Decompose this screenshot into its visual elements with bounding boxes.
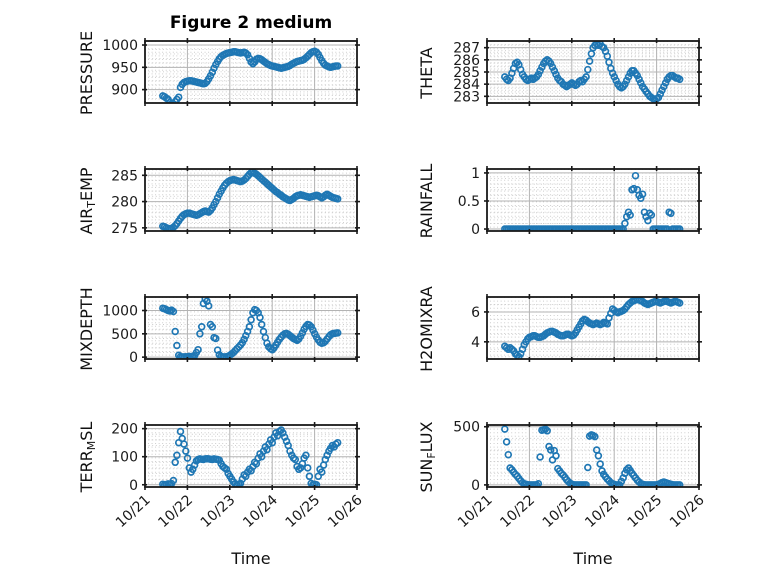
xtick-label: 10/25 <box>283 492 324 531</box>
ytick-label: 286 <box>453 53 480 69</box>
xtick-label: 10/24 <box>240 492 281 531</box>
data-markers-rainfall <box>501 171 684 232</box>
ylabel-text: TERR <box>77 450 96 493</box>
xtick-label: 10/23 <box>198 492 239 531</box>
xtick-label: 10/21 <box>113 492 154 531</box>
xlabel-time-right: Time <box>573 549 613 568</box>
data-markers-h2omixra <box>501 296 684 360</box>
xlabel-time-left: Time <box>231 549 271 568</box>
ytick-label: 200 <box>111 422 138 438</box>
ytick-label: 0.5 <box>458 194 480 210</box>
ytick-label: 0 <box>471 478 480 494</box>
xtick-label: 10/21 <box>455 492 496 531</box>
ytick-label: 1 <box>471 166 480 182</box>
ytick-label: 284 <box>453 77 480 93</box>
ylabel-subscript: F <box>425 452 438 459</box>
ytick-label: 500 <box>453 420 480 436</box>
subplot-pressure: 900 950 1000 <box>102 38 360 106</box>
ytick-label: 1000 <box>102 38 138 54</box>
ylabel-terr-msl: TERRMSL <box>76 357 100 557</box>
ytick-label: 285 <box>111 168 138 184</box>
subplot-sun-flux: 0 500 10/21 10/22 10/23 10/24 10/25 10/26 <box>453 420 707 531</box>
ytick-label: 275 <box>111 221 138 237</box>
ytick-label: 900 <box>111 83 138 99</box>
ylabel-subscript: T <box>85 201 98 208</box>
ytick-label: 285 <box>453 65 480 81</box>
ylabel-text: THETA <box>417 47 436 99</box>
ytick-label: 950 <box>111 60 138 76</box>
ytick-label: 0 <box>471 222 480 238</box>
ytick-label: 287 <box>453 41 480 57</box>
ytick-label: 6 <box>471 305 480 321</box>
xtick-label: 10/24 <box>582 492 623 531</box>
xtick-label: 10/22 <box>497 492 538 531</box>
subplot-air-temp: 275 280 285 <box>111 166 360 237</box>
ytick-label: 4 <box>471 335 480 351</box>
ytick-label: 283 <box>453 89 480 105</box>
xtick-label: 10/26 <box>667 492 708 531</box>
subplot-mixdepth: 0 500 1000 <box>102 294 360 366</box>
ytick-label: 0 <box>129 478 138 494</box>
subplot-rainfall: 00.51 <box>458 166 702 238</box>
ytick-label: 0 <box>129 350 138 366</box>
data-markers-pressure <box>159 47 342 104</box>
ylabel-text: EMP <box>77 167 96 202</box>
ylabel-text: SL <box>77 421 96 441</box>
figure-title: Figure 2 medium <box>169 13 333 33</box>
subplot-terr-msl: 0 100 200 10/21 10/22 10/23 10/24 10/25 10/26 <box>111 422 365 531</box>
data-markers-terr-msl <box>159 426 342 488</box>
ylabel-text: LUX <box>417 421 436 453</box>
xtick-label: 10/26 <box>325 492 366 531</box>
xtick-label: 10/25 <box>625 492 666 531</box>
ytick-label: 100 <box>111 450 138 466</box>
ylabel-sun-flux: SUNFLUX <box>416 357 440 557</box>
data-markers-mixdepth <box>159 296 342 360</box>
ylabel-text: SUN <box>417 458 436 493</box>
ylabel-subscript: M <box>85 440 98 451</box>
ytick-label: 1000 <box>102 304 138 320</box>
xtick-label: 10/22 <box>155 492 196 531</box>
ytick-label: 280 <box>111 195 138 211</box>
data-markers-air-temp <box>159 168 342 232</box>
xtick-label: 10/23 <box>540 492 581 531</box>
data-markers-theta <box>501 40 684 104</box>
ytick-label: 500 <box>111 327 138 343</box>
ylabel-text: RAINFALL <box>417 163 436 239</box>
subplot-h2omixra: 46 <box>471 294 702 362</box>
